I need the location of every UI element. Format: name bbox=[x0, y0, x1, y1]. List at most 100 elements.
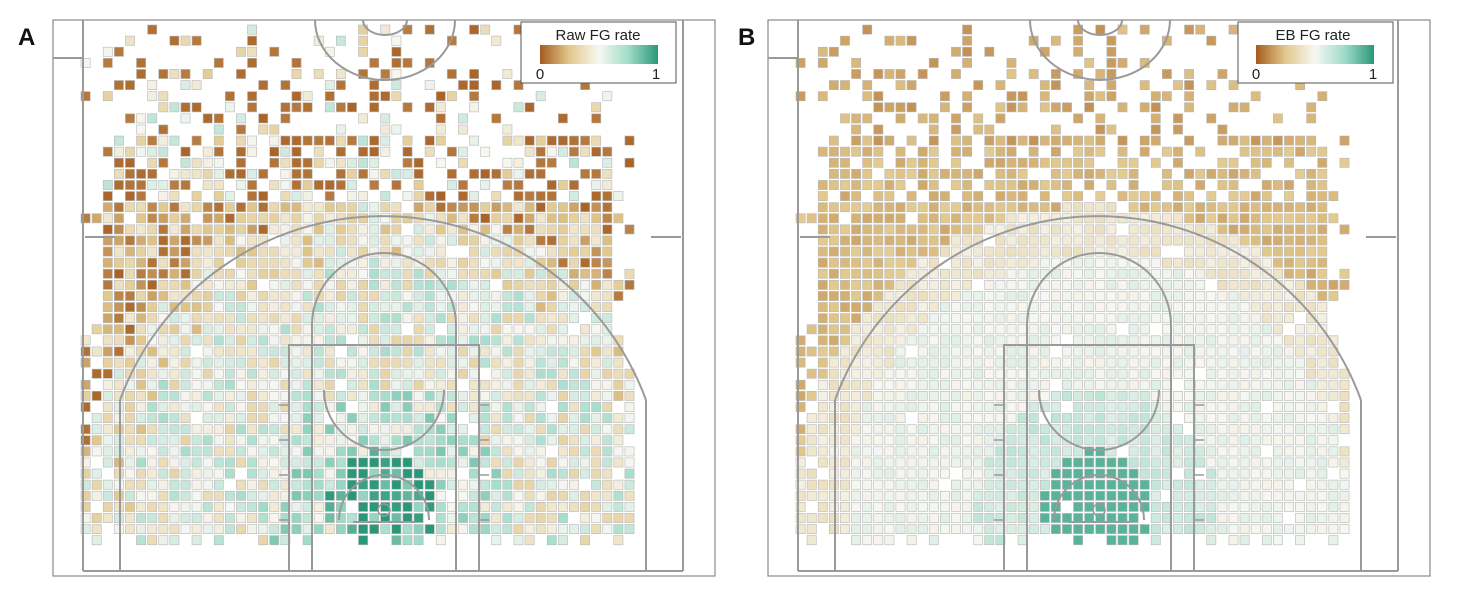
heatmap-cell bbox=[335, 202, 346, 213]
heatmap-cell bbox=[335, 413, 346, 423]
heatmap-cell bbox=[1084, 224, 1095, 235]
heatmap-cell bbox=[591, 368, 602, 379]
heatmap-cell bbox=[524, 246, 535, 257]
heatmap-cell bbox=[369, 457, 380, 468]
heatmap-cell bbox=[1317, 402, 1328, 412]
heatmap-cell bbox=[895, 69, 906, 79]
heatmap-cell bbox=[391, 346, 402, 357]
heatmap-cell bbox=[895, 313, 906, 324]
heatmap-cell bbox=[546, 368, 557, 379]
heatmap-cell bbox=[873, 524, 884, 534]
heatmap-cell bbox=[391, 379, 402, 390]
heatmap-cell bbox=[1261, 501, 1272, 512]
heatmap-cell bbox=[424, 390, 435, 401]
heatmap-cell bbox=[280, 257, 291, 268]
heatmap-cell bbox=[1317, 313, 1328, 324]
heatmap-cell bbox=[1306, 335, 1317, 346]
heatmap-cell bbox=[984, 180, 995, 190]
heatmap-cell bbox=[513, 80, 524, 90]
heatmap-cell bbox=[602, 513, 613, 523]
heatmap-cell bbox=[840, 513, 850, 523]
heatmap-cell bbox=[169, 235, 180, 246]
heatmap-cell bbox=[1062, 135, 1072, 146]
heatmap-cell bbox=[1184, 213, 1194, 224]
heatmap-cell bbox=[269, 435, 280, 446]
heatmap-cell bbox=[213, 390, 224, 401]
heatmap-cell bbox=[147, 357, 158, 368]
heatmap-cell bbox=[951, 46, 961, 57]
heatmap-cell bbox=[1095, 313, 1106, 324]
heatmap-cell bbox=[1139, 368, 1150, 379]
heatmap-cell bbox=[480, 390, 491, 401]
heatmap-cell bbox=[1073, 490, 1083, 501]
heatmap-cell bbox=[1250, 324, 1261, 335]
heatmap-cell bbox=[1306, 213, 1317, 224]
heatmap-cell bbox=[962, 413, 972, 423]
heatmap-cell bbox=[169, 346, 180, 357]
heatmap-cell bbox=[840, 357, 850, 368]
heatmap-cell bbox=[1284, 224, 1294, 235]
heatmap-cell bbox=[624, 479, 635, 490]
heatmap-cell bbox=[1228, 169, 1239, 179]
heatmap-cell bbox=[1284, 413, 1294, 423]
heatmap-cell bbox=[225, 524, 235, 534]
heatmap-cell bbox=[602, 302, 613, 312]
heatmap-cell bbox=[236, 135, 246, 146]
heatmap-cell bbox=[1039, 402, 1050, 412]
heatmap-cell bbox=[291, 402, 302, 412]
heatmap-cell bbox=[795, 390, 806, 401]
heatmap-cell bbox=[1006, 268, 1017, 279]
heatmap-cell bbox=[136, 291, 146, 301]
heatmap-cell bbox=[236, 257, 246, 268]
heatmap-cell bbox=[569, 146, 579, 157]
heatmap-cell bbox=[928, 224, 939, 235]
heatmap-cell bbox=[1239, 457, 1250, 468]
heatmap-cell bbox=[1261, 279, 1272, 290]
heatmap-cell bbox=[502, 357, 513, 368]
heatmap-cell bbox=[80, 513, 91, 523]
heatmap-cell bbox=[1228, 413, 1239, 423]
heatmap-cell bbox=[302, 457, 313, 468]
heatmap-cell bbox=[1106, 501, 1117, 512]
heatmap-cell bbox=[1106, 279, 1117, 290]
heatmap-cell bbox=[258, 490, 269, 501]
heatmap-cell bbox=[1228, 513, 1239, 523]
heatmap-cell bbox=[247, 446, 257, 457]
heatmap-cell bbox=[513, 490, 524, 501]
heatmap-cell bbox=[1317, 368, 1328, 379]
heatmap-cell bbox=[1051, 80, 1061, 90]
heatmap-cell bbox=[1317, 235, 1328, 246]
heatmap-cell bbox=[895, 268, 906, 279]
heatmap-cell bbox=[1284, 268, 1294, 279]
heatmap-cell bbox=[1306, 102, 1317, 113]
heatmap-cell bbox=[269, 224, 280, 235]
heatmap-cell bbox=[873, 202, 884, 213]
heatmap-cell bbox=[1028, 524, 1039, 534]
heatmap-cell bbox=[951, 124, 961, 135]
heatmap-cell bbox=[984, 157, 995, 168]
heatmap-cell bbox=[557, 402, 568, 412]
heatmap-cell bbox=[147, 113, 158, 124]
heatmap-cell bbox=[602, 291, 613, 301]
heatmap-cell bbox=[480, 213, 491, 224]
heatmap-cell bbox=[1306, 457, 1317, 468]
heatmap-cell bbox=[1217, 490, 1228, 501]
heatmap-cell bbox=[1084, 235, 1095, 246]
heatmap-cell bbox=[391, 424, 402, 435]
heatmap-cell bbox=[895, 402, 906, 412]
heatmap-cell bbox=[939, 291, 950, 301]
heatmap-cell bbox=[458, 435, 468, 446]
heatmap-cell bbox=[1217, 357, 1228, 368]
heatmap-cell bbox=[247, 357, 257, 368]
court-lines-b bbox=[768, 19, 1399, 572]
heatmap-cell bbox=[369, 468, 380, 479]
heatmap-cell bbox=[1073, 213, 1083, 224]
heatmap-cell bbox=[191, 468, 202, 479]
heatmap-cell bbox=[1017, 257, 1028, 268]
heatmap-cell bbox=[546, 501, 557, 512]
heatmap-cell bbox=[1017, 390, 1028, 401]
heatmap-cell bbox=[258, 268, 269, 279]
heatmap-cell bbox=[795, 379, 806, 390]
heatmap-cell bbox=[380, 379, 391, 390]
heatmap-cell bbox=[1017, 102, 1028, 113]
